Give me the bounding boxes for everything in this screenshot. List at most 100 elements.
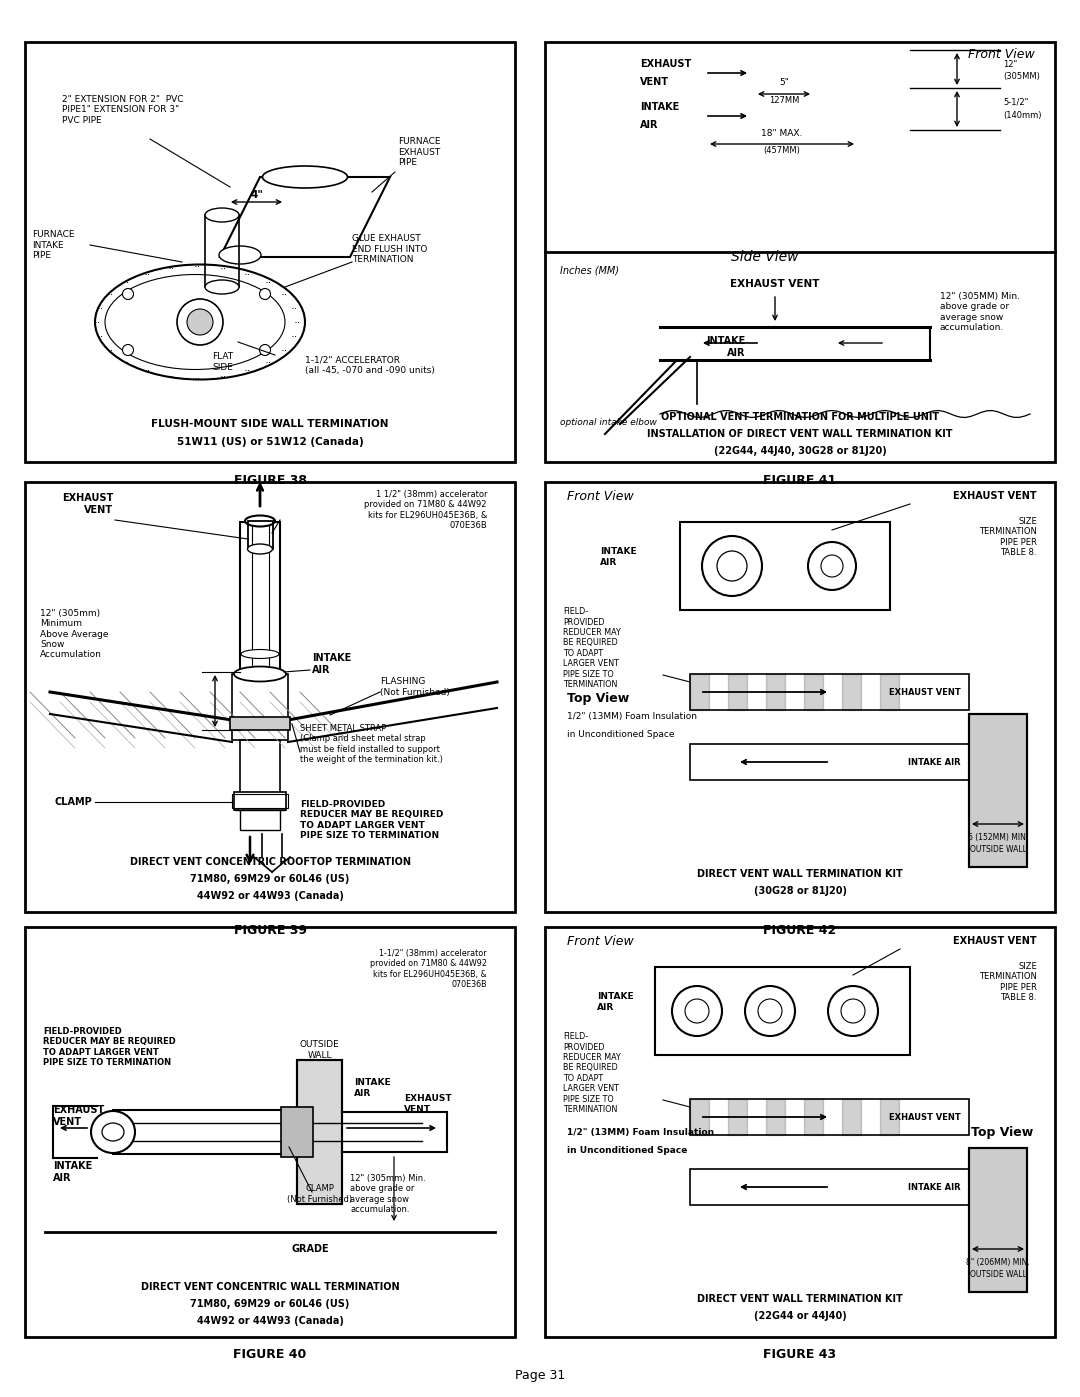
Text: Top View: Top View: [971, 1126, 1032, 1139]
Bar: [25, 928, 515, 1337]
Circle shape: [259, 345, 270, 355]
Circle shape: [808, 542, 856, 590]
Text: 5-1/2": 5-1/2": [1003, 98, 1028, 106]
Bar: [232, 793, 288, 807]
Text: EXHAUST VENT: EXHAUST VENT: [889, 687, 961, 697]
Circle shape: [758, 999, 782, 1023]
Text: DIRECT VENT CONCENTRIC WALL TERMINATION: DIRECT VENT CONCENTRIC WALL TERMINATION: [140, 1282, 400, 1292]
Ellipse shape: [234, 666, 286, 682]
Ellipse shape: [95, 264, 305, 380]
Bar: [25, 482, 515, 912]
Ellipse shape: [245, 515, 275, 527]
Text: Page 31: Page 31: [515, 1369, 565, 1382]
Circle shape: [841, 999, 865, 1023]
Text: 71M80, 69M29 or 60L46 (US): 71M80, 69M29 or 60L46 (US): [190, 1299, 350, 1309]
Circle shape: [122, 289, 134, 299]
Bar: [680, 522, 890, 610]
Text: Front View: Front View: [567, 489, 634, 503]
Text: FIGURE 41: FIGURE 41: [764, 474, 837, 486]
Circle shape: [187, 309, 213, 335]
Bar: [235, 793, 285, 810]
Text: 44W92 or 44W93 (Canada): 44W92 or 44W93 (Canada): [197, 891, 343, 901]
Text: DIRECT VENT CONCENTRIC ROOFTOP TERMINATION: DIRECT VENT CONCENTRIC ROOFTOP TERMINATI…: [130, 856, 410, 868]
Bar: [297, 1060, 342, 1204]
Text: INTAKE: INTAKE: [640, 102, 679, 112]
Text: (30G28 or 81J20): (30G28 or 81J20): [754, 886, 847, 895]
Text: FIGURE 39: FIGURE 39: [233, 923, 307, 936]
Circle shape: [702, 536, 762, 597]
Text: FIELD-PROVIDED
REDUCER MAY BE REQUIRED
TO ADAPT LARGER VENT
PIPE SIZE TO TERMINA: FIELD-PROVIDED REDUCER MAY BE REQUIRED T…: [43, 1027, 176, 1067]
Text: 71M80, 69M29 or 60L46 (US): 71M80, 69M29 or 60L46 (US): [190, 875, 350, 884]
Text: (140mm): (140mm): [1003, 110, 1041, 120]
Text: INTAKE
AIR: INTAKE AIR: [354, 1078, 391, 1098]
Text: SIZE
TERMINATION
PIPE PER
TABLE 8.: SIZE TERMINATION PIPE PER TABLE 8.: [980, 963, 1037, 1002]
Text: EXHAUST
VENT: EXHAUST VENT: [53, 1105, 105, 1127]
Text: 5": 5": [779, 77, 788, 87]
Ellipse shape: [247, 543, 272, 555]
Bar: [281, 1106, 313, 1157]
Ellipse shape: [205, 208, 239, 222]
Text: 44W92 or 44W93 (Canada): 44W92 or 44W93 (Canada): [197, 1316, 343, 1326]
Bar: [969, 714, 1027, 868]
Ellipse shape: [102, 1123, 124, 1141]
Circle shape: [828, 986, 878, 1037]
Text: Front View: Front View: [567, 935, 634, 947]
Bar: [25, 42, 515, 462]
Text: EXHAUST VENT: EXHAUST VENT: [954, 936, 1037, 946]
Bar: [545, 42, 1055, 462]
Text: INTAKE
AIR: INTAKE AIR: [705, 337, 745, 358]
Text: Top View: Top View: [567, 692, 630, 704]
Text: FIGURE 43: FIGURE 43: [764, 1348, 837, 1362]
Text: 2" EXTENSION FOR 2"  PVC
PIPE1" EXTENSION FOR 3"
PVC PIPE: 2" EXTENSION FOR 2" PVC PIPE1" EXTENSION…: [62, 95, 184, 124]
Bar: [252, 522, 269, 673]
Text: 12" (305mm)
Minimum
Above Average
Snow
Accumulation: 12" (305mm) Minimum Above Average Snow A…: [40, 609, 108, 659]
Bar: [690, 673, 969, 710]
Circle shape: [259, 289, 270, 299]
Circle shape: [685, 999, 708, 1023]
Text: OUTSIDE
WALL: OUTSIDE WALL: [299, 1041, 339, 1060]
Text: INSTALLATION OF DIRECT VENT WALL TERMINATION KIT: INSTALLATION OF DIRECT VENT WALL TERMINA…: [647, 429, 953, 439]
Text: 8" (206MM) MIN.: 8" (206MM) MIN.: [967, 1257, 1030, 1267]
Text: EXHAUST VENT: EXHAUST VENT: [889, 1112, 961, 1122]
Circle shape: [122, 345, 134, 355]
Bar: [234, 792, 286, 810]
Text: 1 1/2" (38mm) accelerator
provided on 71M80 & 44W92
kits for EL296UH045E36B, &
0: 1 1/2" (38mm) accelerator provided on 71…: [365, 490, 487, 529]
Text: GLUE EXHAUST
END FLUSH INTO
TERMINATION: GLUE EXHAUST END FLUSH INTO TERMINATION: [352, 235, 428, 264]
Text: DIRECT VENT WALL TERMINATION KIT: DIRECT VENT WALL TERMINATION KIT: [697, 1294, 903, 1303]
Text: INTAKE AIR: INTAKE AIR: [908, 1182, 961, 1192]
Text: FIGURE 38: FIGURE 38: [233, 474, 307, 486]
Circle shape: [177, 299, 222, 345]
Bar: [690, 745, 969, 780]
Text: FLUSH-MOUNT SIDE WALL TERMINATION: FLUSH-MOUNT SIDE WALL TERMINATION: [151, 419, 389, 429]
Bar: [654, 967, 910, 1055]
Text: INTAKE
AIR: INTAKE AIR: [600, 548, 636, 567]
Text: INTAKE AIR: INTAKE AIR: [908, 757, 961, 767]
Ellipse shape: [219, 246, 261, 264]
Ellipse shape: [241, 650, 279, 658]
Text: (305MM): (305MM): [1003, 73, 1040, 81]
Text: in Unconditioned Space: in Unconditioned Space: [567, 729, 675, 739]
Text: (22G44 or 44J40): (22G44 or 44J40): [754, 1310, 847, 1322]
Text: FIGURE 40: FIGURE 40: [233, 1348, 307, 1362]
Circle shape: [672, 986, 723, 1037]
Text: (457MM): (457MM): [764, 145, 800, 155]
Text: 51W11 (US) or 51W12 (Canada): 51W11 (US) or 51W12 (Canada): [177, 437, 363, 447]
Bar: [240, 522, 280, 673]
Text: FURNACE
INTAKE
PIPE: FURNACE INTAKE PIPE: [32, 231, 75, 260]
Text: VENT: VENT: [640, 77, 669, 87]
Text: FIELD-
PROVIDED
REDUCER MAY
BE REQUIRED
TO ADAPT
LARGER VENT
PIPE SIZE TO
TERMIN: FIELD- PROVIDED REDUCER MAY BE REQUIRED …: [563, 608, 621, 689]
Circle shape: [745, 986, 795, 1037]
Bar: [247, 521, 272, 549]
Text: SHEET METAL STRAP
(Clamp and sheet metal strap
must be field installed to suppor: SHEET METAL STRAP (Clamp and sheet metal…: [300, 724, 443, 764]
Text: 1/2" (13MM) Foam Insulation: 1/2" (13MM) Foam Insulation: [567, 711, 697, 721]
Bar: [969, 714, 1027, 868]
Text: INTAKE
AIR: INTAKE AIR: [53, 1161, 92, 1183]
Text: 1/2" (13MM) Foam Insulation: 1/2" (13MM) Foam Insulation: [567, 1127, 714, 1137]
Text: in Unconditioned Space: in Unconditioned Space: [567, 1146, 687, 1155]
Text: 4": 4": [251, 190, 264, 200]
Text: CLAMP: CLAMP: [54, 798, 92, 807]
Text: FLASHING
(Not Furnished): FLASHING (Not Furnished): [380, 678, 450, 697]
Text: FIGURE 42: FIGURE 42: [764, 923, 837, 936]
Text: EXHAUST
VENT: EXHAUST VENT: [62, 493, 113, 515]
Text: EXHAUST VENT: EXHAUST VENT: [954, 490, 1037, 502]
